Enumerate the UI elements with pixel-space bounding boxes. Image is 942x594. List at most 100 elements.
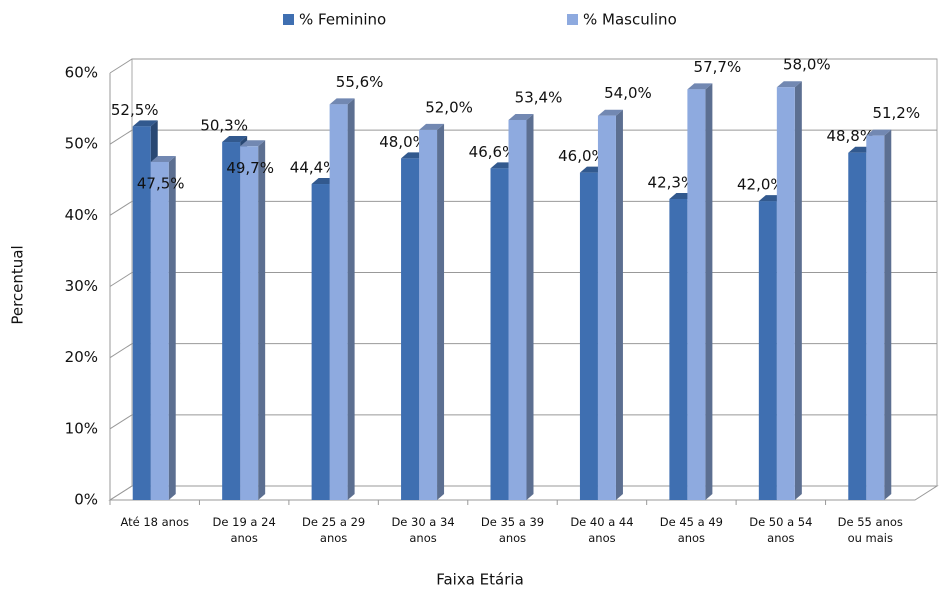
value-label: 51,2% [872,104,920,122]
y-tick-label: 30% [65,277,98,295]
value-label: 48,0% [379,133,427,151]
bar [311,184,330,500]
x-tick-label-line: Até 18 anos [120,515,189,529]
y-tick-label: 20% [65,348,98,366]
value-label: 47,5% [137,174,185,192]
value-label: 55,6% [336,73,384,91]
bar-top [222,136,248,143]
x-tick-label-line: De 35 a 39 [481,515,544,529]
bar [132,126,151,500]
x-tick-label: De 40 a 44 anos [570,515,633,545]
bar-top [597,109,623,116]
bar [597,115,616,500]
x-tick-label-line: anos [678,531,705,545]
bar [579,172,598,500]
value-label: 44,4% [290,159,338,177]
x-tick-label-line: anos [499,531,526,545]
bar-side [884,129,892,501]
bar-top [150,155,176,162]
bar-side [526,113,534,500]
bar-side [615,109,623,500]
x-tick-label: Até 18 anos [120,515,189,529]
bar [490,168,509,500]
value-label: 52,5% [111,101,159,119]
legend-label: % Masculino [583,11,677,29]
bar-side [168,155,176,501]
y-tick-label: 50% [65,135,98,153]
legend-swatch [567,14,578,25]
x-tick-label: De 25 a 29 anos [302,515,365,545]
grid-line [109,414,937,430]
bar-top [508,113,534,120]
bar-top [240,140,266,147]
x-tick-label-line: anos [409,531,436,545]
bar-side [705,83,713,500]
y-tick-label: 60% [65,64,98,82]
bar [401,158,420,500]
value-label: 49,7% [226,159,274,177]
bar [776,87,795,500]
x-tick-label-line: De 45 a 49 [660,515,723,529]
x-tick-label-line: ou mais [848,531,893,545]
x-tick-label: De 30 a 34 anos [391,515,454,545]
value-label: 50,3% [200,117,248,135]
value-label: 42,0% [737,176,785,194]
x-tick-label-line: De 40 a 44 [570,515,633,529]
x-tick-label-line: anos [767,531,794,545]
x-tick-label-line: anos [320,531,347,545]
bar [687,89,706,500]
bar [508,119,527,500]
x-tick-label: De 19 a 24 anos [213,515,276,545]
bar-top [866,129,892,136]
x-tick-label-line: De 55 anos [838,515,903,529]
bar [866,135,885,501]
grid-line [109,58,937,74]
y-axis-label: Percentual [9,245,27,324]
x-tick-label: De 35 a 39 anos [481,515,544,545]
x-tick-label: De 45 a 49 anos [660,515,723,545]
bar [240,146,259,500]
legend-swatch [283,14,294,25]
value-label: 42,3% [648,173,696,191]
y-tick-label: 0% [74,491,98,509]
grid-line [109,272,937,287]
grid-line [109,485,937,501]
value-label: 46,6% [469,143,517,161]
bar [758,201,777,500]
y-tick-label: 10% [65,419,98,437]
x-tick-label: De 55 anos ou mais [838,515,903,545]
bar [150,161,169,501]
value-label: 48,8% [826,127,874,145]
value-label: 52,0% [425,98,473,116]
x-tick-label-line: De 30 a 34 [391,515,454,529]
bar [222,142,241,500]
bar-top [419,123,445,130]
bar [848,152,867,500]
grid-line [109,129,937,145]
value-label: 46,0% [558,147,606,165]
x-tick-label: De 50 a 54 anos [749,515,812,545]
bar [419,129,438,500]
value-label: 57,7% [694,58,742,76]
legend-label: % Feminino [299,11,386,29]
x-tick-label-line: De 25 a 29 [302,515,365,529]
bar-top [132,120,158,127]
y-tick-label: 40% [65,206,98,224]
x-tick-label-line: anos [230,531,257,545]
bar [669,198,688,500]
bar [329,104,348,501]
value-label: 58,0% [783,56,831,74]
value-label: 53,4% [515,88,563,106]
bar-side [437,123,445,500]
bar-side [258,140,266,500]
grid-line [109,343,937,359]
bar-side [794,81,802,500]
grid-line [109,200,937,216]
bar-top [329,98,355,105]
x-tick-label-line: De 19 a 24 [213,515,276,529]
bar-side [347,98,355,501]
bar-top [776,81,802,88]
bar-top [687,83,713,90]
x-tick-label-line: De 50 a 54 [749,515,812,529]
